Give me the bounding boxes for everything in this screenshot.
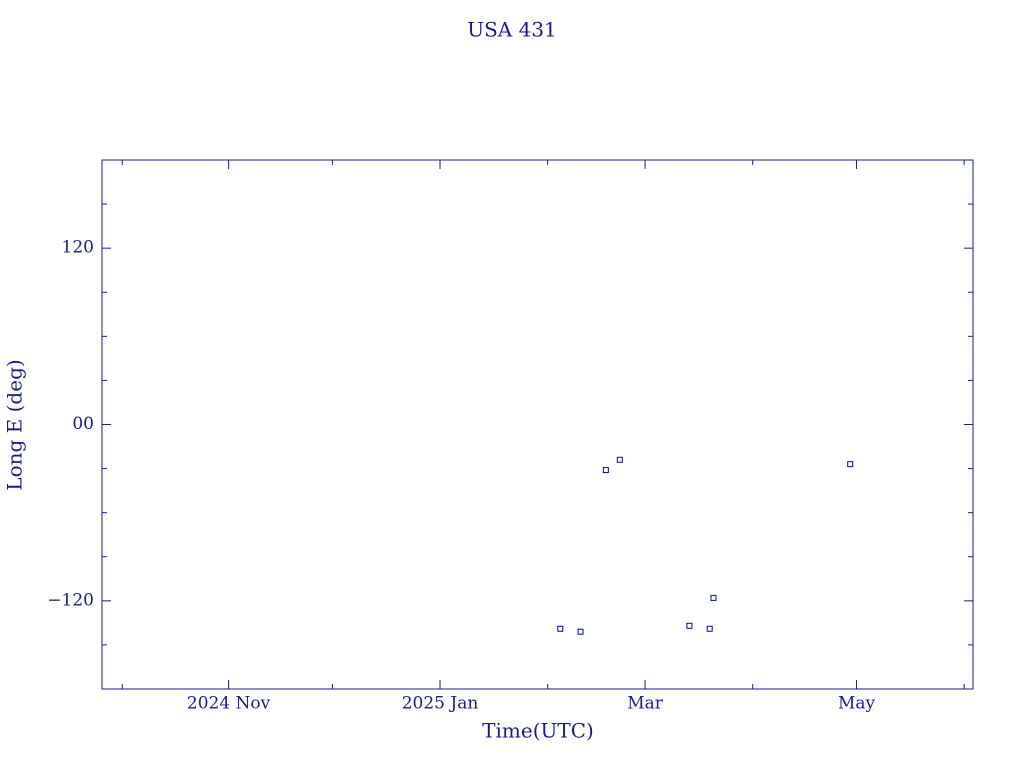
data-point [710, 594, 717, 601]
plot-frame [101, 159, 974, 690]
x-axis-label: Time(UTC) [482, 719, 594, 743]
data-point [602, 467, 609, 474]
y-tick-label: 120 [62, 238, 94, 258]
data-point [686, 622, 693, 629]
x-tick-label: 2024 Nov [187, 694, 271, 714]
x-tick-label: May [838, 694, 876, 714]
data-point [557, 625, 564, 632]
data-point [706, 625, 713, 632]
x-tick-label: Mar [627, 694, 664, 714]
x-tick-label: 2025 Jan [402, 694, 479, 714]
y-axis-label: Long E (deg) [3, 359, 27, 490]
y-tick-label: 00 [72, 414, 94, 434]
data-point [847, 461, 854, 468]
y-tick-label: −120 [47, 590, 94, 610]
chart-title: USA 431 [467, 18, 557, 42]
data-point [577, 628, 584, 635]
data-point [616, 456, 623, 463]
